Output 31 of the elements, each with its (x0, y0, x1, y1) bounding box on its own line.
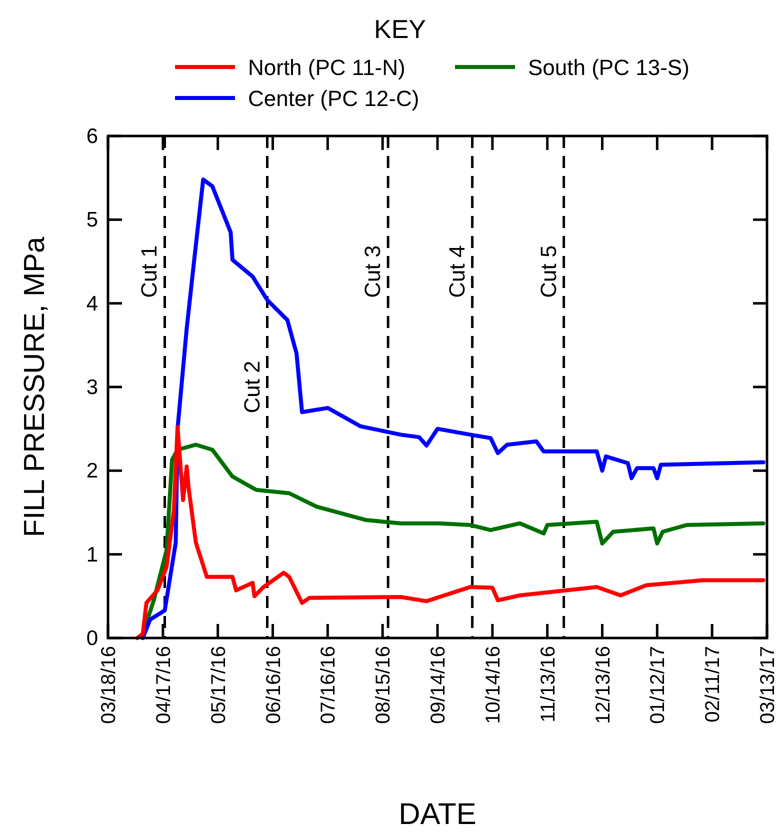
x-tick-label: 10/14/16 (482, 646, 504, 724)
x-tick-label: 05/17/16 (208, 646, 230, 724)
x-tick-label: 03/13/17 (757, 646, 779, 724)
y-tick-label: 5 (86, 208, 98, 232)
y-tick-label: 4 (86, 292, 98, 316)
x-tick-label: 01/12/17 (647, 646, 670, 724)
y-tick-label: 1 (86, 543, 98, 566)
x-tick-label: 11/13/16 (537, 646, 560, 722)
x-tick-label: 06/16/16 (262, 646, 285, 724)
x-tick-label: 09/14/16 (428, 646, 450, 724)
legend-label: North (PC 11-N) (248, 55, 406, 80)
x-tick-label: 08/15/16 (372, 646, 395, 724)
y-tick-label: 6 (86, 125, 98, 148)
x-tick-label: 12/13/16 (592, 646, 614, 724)
x-axis-title: DATE (398, 798, 476, 831)
ref-line-label: Cut 1 (136, 245, 162, 298)
y-tick-label: 2 (86, 460, 98, 483)
x-tick-label: 03/18/16 (98, 646, 120, 724)
legend-title: KEY (374, 14, 426, 44)
ref-line-label: Cut 3 (360, 245, 386, 298)
ref-line-label: Cut 2 (239, 360, 264, 414)
x-tick-label: 04/17/16 (152, 646, 175, 724)
x-tick-label: 02/11/17 (702, 646, 724, 722)
ref-line-label: Cut 5 (536, 245, 561, 298)
legend-label: Center (PC 12-C) (248, 86, 420, 111)
x-tick-label: 07/16/16 (318, 646, 340, 724)
y-tick-label: 3 (86, 376, 98, 399)
y-tick-label: 0 (86, 627, 98, 650)
y-axis-title: FILL PRESSURE, MPa (19, 236, 51, 538)
legend-label: South (PC 13-S) (528, 55, 690, 80)
ref-line-label: Cut 4 (444, 245, 470, 298)
